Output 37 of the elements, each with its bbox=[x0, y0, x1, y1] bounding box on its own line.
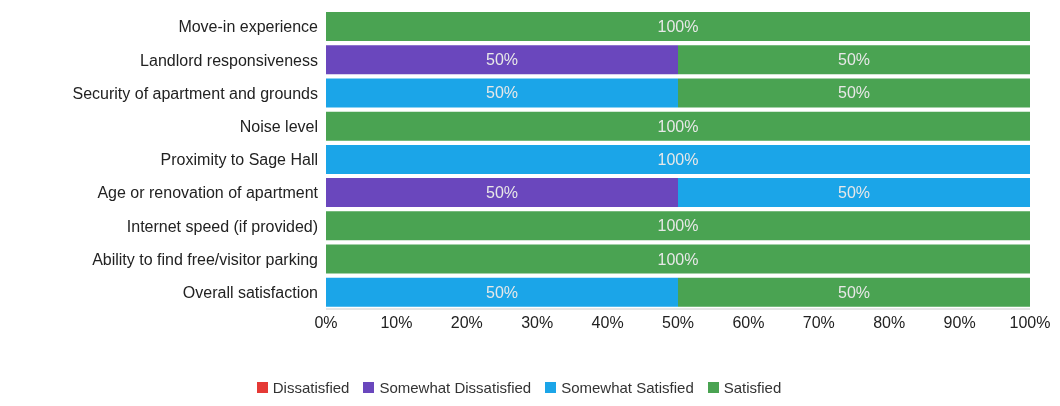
legend-label: Somewhat Satisfied bbox=[561, 379, 694, 396]
data-label: 100% bbox=[657, 250, 699, 268]
data-label: 50% bbox=[485, 184, 519, 202]
data-label: 50% bbox=[485, 51, 519, 69]
data-label: 50% bbox=[837, 51, 871, 69]
data-label: 100% bbox=[657, 217, 699, 235]
y-tick-label: Landlord responsiveness bbox=[140, 51, 318, 69]
x-tick-label: 40% bbox=[591, 314, 624, 332]
x-tick-label: 60% bbox=[732, 314, 765, 332]
y-tick-label: Security of apartment and grounds bbox=[72, 84, 318, 102]
x-tick-label: 90% bbox=[943, 314, 976, 332]
data-label: 100% bbox=[657, 18, 699, 35]
legend-label: Somewhat Dissatisfied bbox=[379, 379, 532, 396]
x-tick-label: 100% bbox=[1009, 314, 1051, 332]
data-label: 100% bbox=[657, 150, 699, 168]
x-tick-label: 20% bbox=[450, 314, 483, 332]
data-label: 100% bbox=[657, 117, 699, 135]
x-tick-label: 10% bbox=[380, 314, 413, 332]
data-label: 50% bbox=[837, 283, 871, 301]
data-label: 50% bbox=[485, 283, 519, 301]
legend-label: Dissatisfied bbox=[272, 379, 350, 396]
x-tick-label: 70% bbox=[802, 314, 835, 332]
y-tick-label: Ability to find free/visitor parking bbox=[92, 250, 318, 268]
y-tick-label: Overall satisfaction bbox=[182, 284, 318, 302]
y-tick-label: Move-in experience bbox=[178, 18, 319, 36]
legend-label: Satisfied bbox=[723, 379, 782, 396]
data-label: 50% bbox=[837, 84, 871, 102]
x-tick-label: 50% bbox=[661, 314, 695, 332]
x-tick-label: 80% bbox=[873, 314, 906, 332]
x-tick-label: 30% bbox=[521, 314, 554, 332]
y-tick-label: Internet speed (if provided) bbox=[126, 217, 318, 235]
data-label: 50% bbox=[485, 84, 519, 102]
data-label: 50% bbox=[837, 184, 871, 202]
y-tick-label: Age or renovation of apartment bbox=[97, 184, 319, 202]
x-tick-label: 0% bbox=[314, 314, 338, 332]
y-tick-label: Noise level bbox=[239, 117, 318, 135]
y-tick-label: Proximity to Sage Hall bbox=[160, 151, 318, 169]
